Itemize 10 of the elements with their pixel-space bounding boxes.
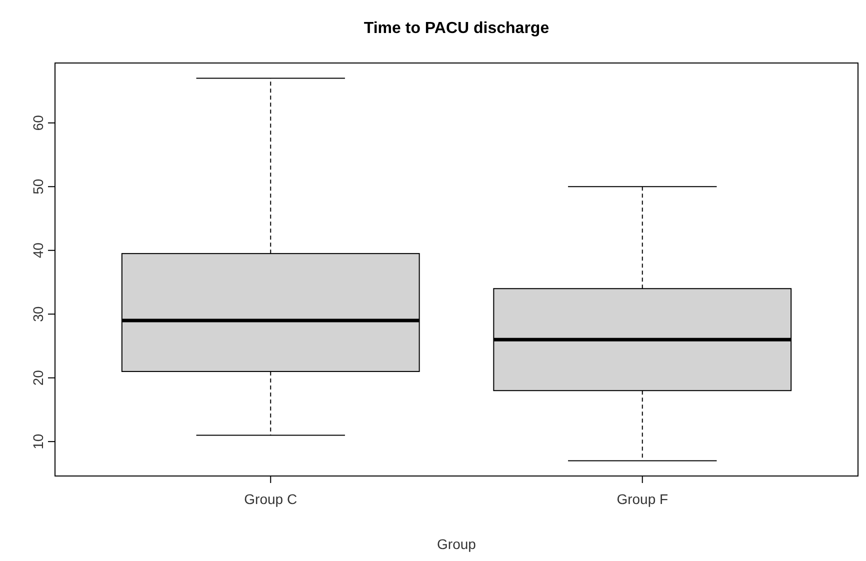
y-tick-label: 10	[30, 434, 46, 450]
y-tick-label: 50	[30, 178, 46, 194]
chart-title: Time to PACU discharge	[364, 20, 550, 37]
x-tick-label: Group C	[244, 491, 298, 508]
y-tick-label: 20	[30, 370, 46, 386]
y-tick-label: 40	[30, 242, 46, 258]
x-tick-label: Group F	[616, 491, 668, 508]
y-tick-label: 30	[30, 306, 46, 322]
x-axis-title: Group	[437, 536, 476, 552]
y-tick-label: 60	[30, 114, 46, 131]
